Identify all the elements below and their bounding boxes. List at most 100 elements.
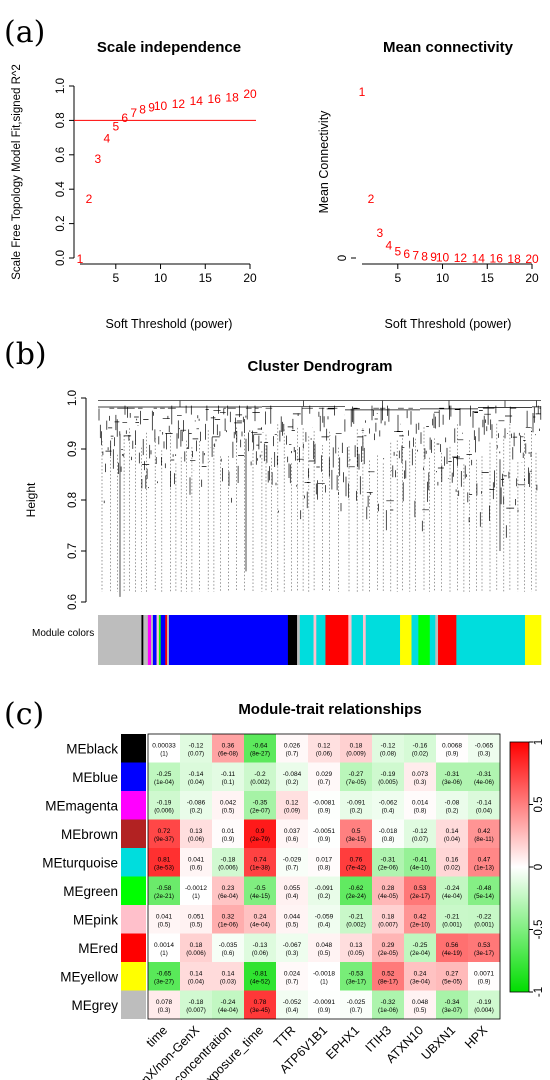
module-colors-label: Module colors xyxy=(32,628,94,639)
heatmap-cell xyxy=(372,990,405,1020)
heatmap-cell-pvalue: (3e-07) xyxy=(442,1007,462,1014)
mean-connectivity-title: Mean connectivity xyxy=(383,39,514,56)
heatmap-cell-pvalue: (0.4) xyxy=(382,807,395,814)
module-color-segment xyxy=(365,615,401,665)
heatmap-cell-pvalue: (4e-52) xyxy=(250,978,270,985)
heatmap-cell-value: 0.13 xyxy=(350,942,363,949)
heatmap-cell-value: -0.12 xyxy=(381,742,396,749)
heatmap-cell xyxy=(468,876,501,906)
scale-independence-point-label: 20 xyxy=(243,87,257,101)
heatmap-cell-pvalue: (0.5) xyxy=(222,807,235,814)
heatmap-cell xyxy=(244,990,277,1020)
heatmap-cell-value: -0.19 xyxy=(157,799,172,806)
mean-connectivity-point-label: 4 xyxy=(385,239,392,253)
scale-independence-x-tick-label: 15 xyxy=(199,271,213,285)
heatmap-cell xyxy=(212,848,245,877)
heatmap-cell-pvalue: (0.002) xyxy=(250,779,270,786)
mean-connectivity-point-label: 2 xyxy=(368,192,375,206)
heatmap-cell-value: -0.18 xyxy=(221,856,236,863)
heatmap-cell xyxy=(436,819,469,849)
heatmap-cell xyxy=(404,905,437,934)
scale-independence-y-tick-label: 0.4 xyxy=(55,181,67,198)
module-color-segment xyxy=(411,615,419,665)
heatmap-column-label: HPX xyxy=(462,1023,491,1052)
module-color-segment xyxy=(152,615,157,665)
heatmap-cell-value: 0.23 xyxy=(222,885,235,892)
heatmap-cell xyxy=(372,962,405,991)
heatmap-cell xyxy=(180,962,213,991)
heatmap-row-label: MEgrey xyxy=(71,998,118,1013)
heatmap-cell xyxy=(244,819,277,849)
heatmap-cell-pvalue: (0.04) xyxy=(188,779,204,786)
heatmap-cell-value: 0.29 xyxy=(382,942,395,949)
heatmap-cell xyxy=(212,933,245,963)
heatmap-cell xyxy=(372,762,405,792)
heatmap-cell-pvalue: (5e-05) xyxy=(442,978,462,985)
heatmap-cell-value: 0.12 xyxy=(318,742,331,749)
heatmap-cell-pvalue: (0.005) xyxy=(378,779,398,786)
heatmap-cell-pvalue: (8e-17) xyxy=(378,978,398,985)
dendrogram-ylabel: Height xyxy=(24,482,38,517)
heatmap-cell-pvalue: (4e-06) xyxy=(474,779,494,786)
legend-tick-label: 0.5 xyxy=(533,797,545,813)
heatmap-cell xyxy=(340,876,373,906)
heatmap-cell-value: 0.24 xyxy=(414,970,427,977)
heatmap-cell xyxy=(308,791,341,820)
heatmap-cell xyxy=(180,791,213,820)
heatmap-cell xyxy=(404,791,437,820)
module-color-segment xyxy=(297,615,301,665)
heatmap-cell-value: -0.62 xyxy=(349,885,364,892)
module-color-segment xyxy=(147,615,152,665)
heatmap-cell-pvalue: (0.006) xyxy=(154,807,174,814)
heatmap-cell-value: -0.086 xyxy=(187,799,206,806)
heatmap-cell-pvalue: (2e-17) xyxy=(410,893,430,900)
module-color-segment xyxy=(151,615,154,665)
heatmap-cell xyxy=(276,876,309,906)
heatmap-cell-pvalue: (0.4) xyxy=(286,893,299,900)
heatmap-cell-pvalue: (1e-13) xyxy=(474,864,494,871)
scale-independence-point-label: 6 xyxy=(121,111,128,125)
dendrogram-y-tick-label: 0.7 xyxy=(67,543,79,559)
scale-independence-point-label: 3 xyxy=(95,152,102,166)
mean-connectivity-point-label: 6 xyxy=(403,247,410,261)
heatmap-cell-value: -0.53 xyxy=(349,970,364,977)
legend-tick-label: -0.5 xyxy=(533,920,545,940)
heatmap-cell-value: 0.42 xyxy=(478,828,491,835)
heatmap-cell-pvalue: (0.7) xyxy=(286,864,299,871)
heatmap-cell-value: -0.2 xyxy=(254,771,266,778)
heatmap-cell-value: -0.084 xyxy=(283,771,302,778)
heatmap-cell-pvalue: (0.06) xyxy=(188,836,204,843)
heatmap-cell-pvalue: (3e-45) xyxy=(250,1007,270,1014)
legend-bar xyxy=(509,741,530,993)
dendrogram-title: Cluster Dendrogram xyxy=(247,358,392,375)
heatmap-cell-value: -0.25 xyxy=(413,942,428,949)
heatmap-row-label: MEyellow xyxy=(60,969,118,984)
heatmap-cell-pvalue: (0.06) xyxy=(316,750,332,757)
heatmap-cell xyxy=(276,819,309,849)
heatmap-row-color xyxy=(121,905,146,934)
heatmap-cell-pvalue: (0.2) xyxy=(350,807,363,814)
cluster-dendrogram: Cluster Dendrogram Height Module colors … xyxy=(24,358,542,665)
heatmap-cell-pvalue: (3e-27) xyxy=(154,978,174,985)
heatmap-cell-pvalue: (0.4) xyxy=(318,921,331,928)
heatmap-cell xyxy=(276,734,309,763)
heatmap-cell-pvalue: (0.009) xyxy=(346,750,366,757)
heatmap-cell xyxy=(148,990,181,1020)
heatmap-cell-value: -0.029 xyxy=(283,856,302,863)
heatmap-cell xyxy=(148,905,181,934)
module-color-segment xyxy=(287,615,298,665)
heatmap-cell xyxy=(340,933,373,963)
module-color-segment xyxy=(156,615,160,665)
heatmap-cell-value: 0.78 xyxy=(254,999,267,1006)
heatmap-cell xyxy=(436,933,469,963)
heatmap-cell-value: 0.53 xyxy=(414,885,427,892)
heatmap-cell-value: 0.024 xyxy=(284,970,301,977)
heatmap-cell-value: 0.048 xyxy=(316,942,333,949)
heatmap-cell-pvalue: (0.9) xyxy=(318,807,331,814)
mean-connectivity-x-tick-label: 10 xyxy=(436,271,450,285)
heatmap-cell xyxy=(468,848,501,877)
heatmap-cell xyxy=(244,848,277,877)
heatmap-row-label: MEred xyxy=(78,941,118,956)
heatmap-cell xyxy=(148,962,181,991)
heatmap-cell xyxy=(468,734,501,763)
